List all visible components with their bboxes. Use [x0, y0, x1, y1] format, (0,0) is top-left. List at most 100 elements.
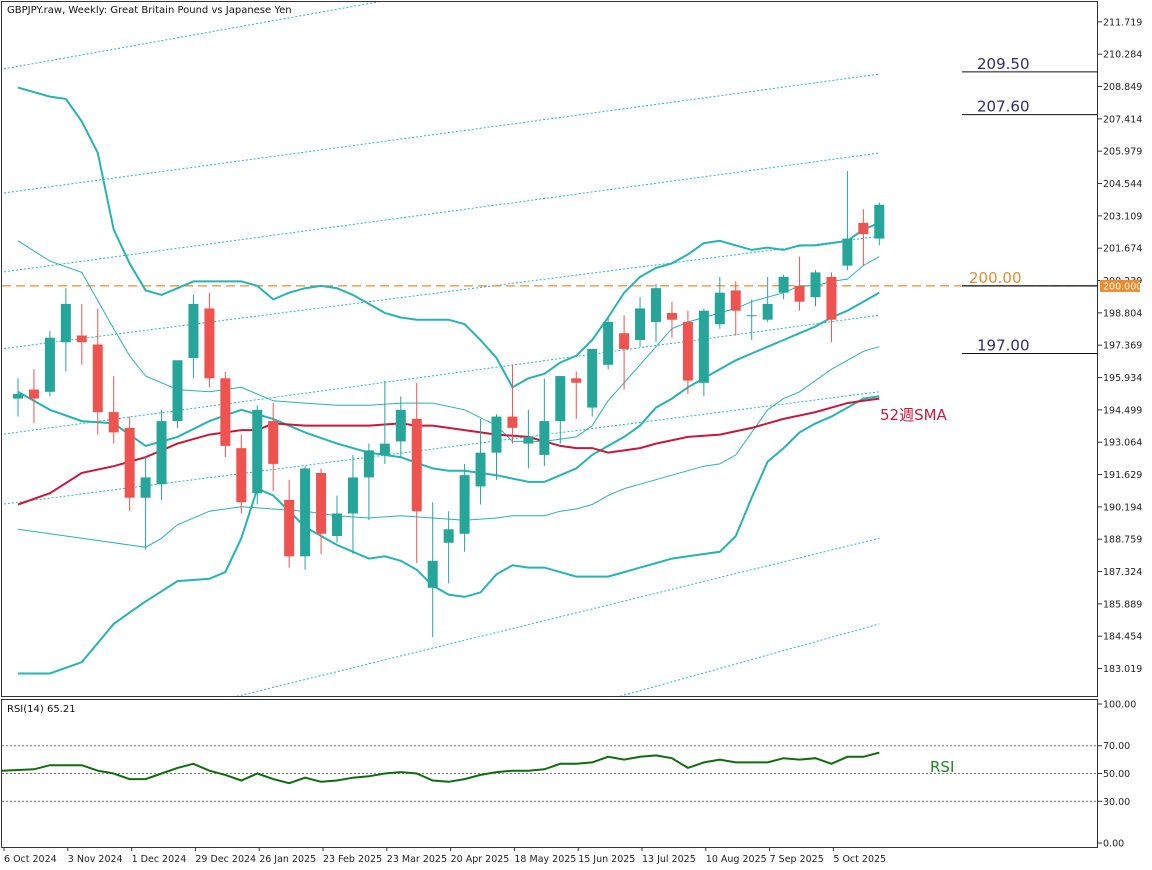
candle	[475, 418, 486, 505]
candle-body	[555, 376, 566, 422]
candle-body	[587, 349, 598, 408]
candle	[794, 256, 805, 311]
candle-body	[60, 303, 71, 343]
candle-body	[140, 477, 151, 498]
rsi-levels	[2, 745, 1098, 802]
chart-title: GBPJPY.raw, Weekly: Great Britain Pound …	[7, 5, 292, 16]
candle-body	[44, 337, 55, 392]
candle	[730, 281, 741, 336]
candle-body	[826, 276, 837, 320]
price-axis: 211.719 210.284 208.849 207.414 205.979 204.5…	[1098, 17, 1142, 675]
candle-body	[28, 389, 39, 399]
candle-body	[858, 222, 869, 235]
price-tick-label: 203.109	[1103, 211, 1142, 222]
candle	[172, 360, 183, 428]
price-tick-label: 188.759	[1103, 535, 1142, 546]
candle-body	[571, 378, 582, 383]
candle-body	[762, 303, 773, 320]
candle-body	[13, 394, 23, 399]
candle-body	[443, 529, 454, 543]
channel-line	[236, 537, 880, 696]
rsi-tick-label: 0.00	[1103, 839, 1124, 850]
candle	[874, 202, 885, 246]
level-label: 200.00	[969, 269, 1022, 287]
candle	[523, 409, 534, 469]
channel-line	[619, 623, 880, 696]
candle-body	[379, 443, 390, 455]
candle-body	[635, 308, 646, 340]
candle	[810, 270, 821, 307]
candle	[124, 416, 135, 512]
candle	[363, 443, 374, 521]
time-tick-label: 13 Jul 2025	[642, 854, 696, 865]
candle	[427, 502, 438, 638]
time-tick-label: 23 Mar 2025	[387, 854, 447, 865]
time-tick-label: 20 Apr 2025	[451, 854, 510, 865]
price-tick-label: 195.934	[1103, 373, 1142, 384]
price-tick-label: 193.064	[1103, 438, 1142, 449]
candle	[539, 378, 550, 467]
candle-body	[698, 310, 709, 383]
candle	[92, 308, 103, 435]
candle	[587, 349, 598, 417]
bb-outer-lower	[18, 395, 880, 675]
candle-body	[682, 321, 693, 381]
time-tick-label: 3 Nov 2024	[68, 854, 123, 865]
rsi-tick-label: 100.00	[1103, 700, 1136, 711]
candle-body	[92, 344, 103, 413]
candle-body	[236, 448, 247, 503]
candle-body	[874, 204, 885, 239]
time-tick-label: 23 Feb 2025	[323, 854, 382, 865]
time-tick-label: 26 Jan 2025	[259, 854, 316, 865]
candle	[858, 209, 869, 266]
price-tick-label: 210.284	[1103, 50, 1142, 61]
rsi-tick-label: 30.00	[1103, 797, 1130, 808]
candle-body	[411, 418, 422, 512]
rsi-label: RSI	[930, 758, 954, 776]
candle-body	[347, 477, 358, 514]
candle-body	[316, 472, 327, 534]
candle	[300, 466, 311, 570]
candle-body	[842, 238, 853, 266]
candle	[762, 276, 773, 322]
candle-body	[778, 276, 789, 293]
time-tick-label: 29 Dec 2024	[195, 854, 256, 865]
candle-body	[427, 560, 438, 588]
candle-body	[108, 412, 119, 433]
candle-body	[507, 416, 518, 428]
candle	[571, 371, 582, 419]
candle	[842, 170, 853, 271]
price-tick-label: 204.544	[1103, 179, 1142, 190]
candle	[746, 299, 757, 340]
time-tick-label: 18 May 2025	[514, 854, 576, 865]
rsi-tick-label: 70.00	[1103, 741, 1130, 752]
level-label: 209.50	[977, 55, 1030, 73]
price-tick-label: 211.719	[1103, 17, 1142, 28]
candle-body	[220, 378, 231, 446]
candle-body	[603, 321, 614, 365]
price-tick-label: 191.629	[1103, 470, 1142, 481]
price-tick-label: 194.499	[1103, 405, 1142, 416]
time-tick-label: 10 Aug 2025	[706, 854, 767, 865]
time-tick-label: 1 Dec 2024	[132, 854, 187, 865]
time-tick-label: 7 Sep 2025	[770, 854, 824, 865]
candle	[13, 378, 23, 417]
candle	[76, 303, 87, 365]
candle	[108, 376, 119, 444]
candle-body	[491, 416, 502, 453]
candle	[60, 288, 71, 372]
candle	[316, 468, 327, 555]
candle-body	[746, 315, 757, 317]
rsi-tick-label: 50.00	[1103, 769, 1130, 780]
candle-body	[363, 450, 374, 478]
price-tick-label: 190.194	[1103, 502, 1142, 513]
rsi-title: RSI(14) 65.21	[7, 704, 76, 715]
time-tick-label: 15 Jun 2025	[578, 854, 635, 865]
time-tick-label: 6 Oct 2024	[4, 854, 57, 865]
price-tick-label: 205.979	[1103, 147, 1142, 158]
candle-body	[810, 272, 821, 298]
candle-body	[666, 312, 677, 320]
